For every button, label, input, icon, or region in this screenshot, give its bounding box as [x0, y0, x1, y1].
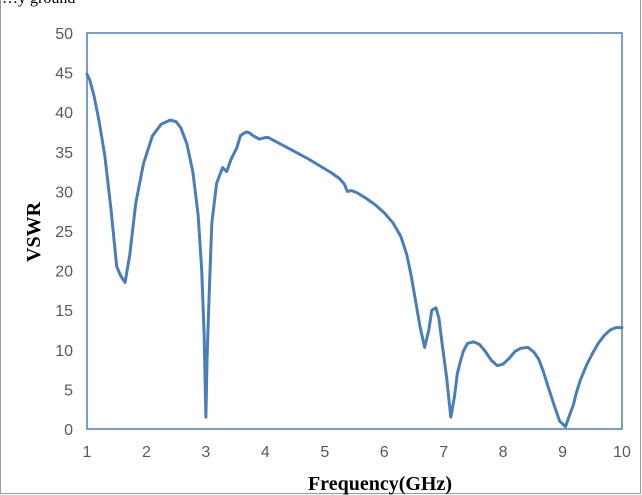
x-tick-label: 10	[613, 444, 631, 461]
y-axis-title: VSWR	[23, 201, 45, 262]
y-axis-tick-labels: 0 5 10 15 20 25 30 35 40 45 50	[55, 26, 73, 439]
vswr-series-line	[85, 72, 624, 429]
y-tick-label: 45	[55, 66, 73, 83]
plot-area-rect	[86, 32, 623, 430]
y-tick-label: 0	[64, 422, 73, 439]
y-tick-label: 30	[55, 184, 73, 201]
plot-area-border	[86, 32, 623, 430]
x-tick-label: 9	[558, 444, 567, 461]
top-caption: …y ground	[2, 0, 75, 8]
x-tick-label: 1	[83, 444, 92, 461]
x-tick-label: 7	[439, 444, 448, 461]
x-tick-label: 8	[499, 444, 508, 461]
x-tick-label: 5	[320, 444, 329, 461]
x-tick-label: 4	[261, 444, 270, 461]
x-axis-tick-labels: 1 2 3 4 5 6 7 8 9 10	[83, 444, 631, 461]
series-lines	[85, 72, 624, 429]
x-tick-label: 3	[201, 444, 210, 461]
y-tick-label: 25	[55, 224, 73, 241]
y-tick-label: 15	[55, 303, 73, 320]
x-tick-label: 6	[380, 444, 389, 461]
x-tick-label: 2	[142, 444, 151, 461]
y-tick-label: 40	[55, 105, 73, 122]
y-tick-label: 10	[55, 343, 73, 360]
y-tick-label: 5	[64, 382, 73, 399]
y-tick-label: 35	[55, 145, 73, 162]
y-tick-label: 50	[55, 26, 73, 43]
x-axis-title: Frequency(GHz)	[308, 473, 452, 495]
y-tick-label: 20	[55, 264, 73, 281]
